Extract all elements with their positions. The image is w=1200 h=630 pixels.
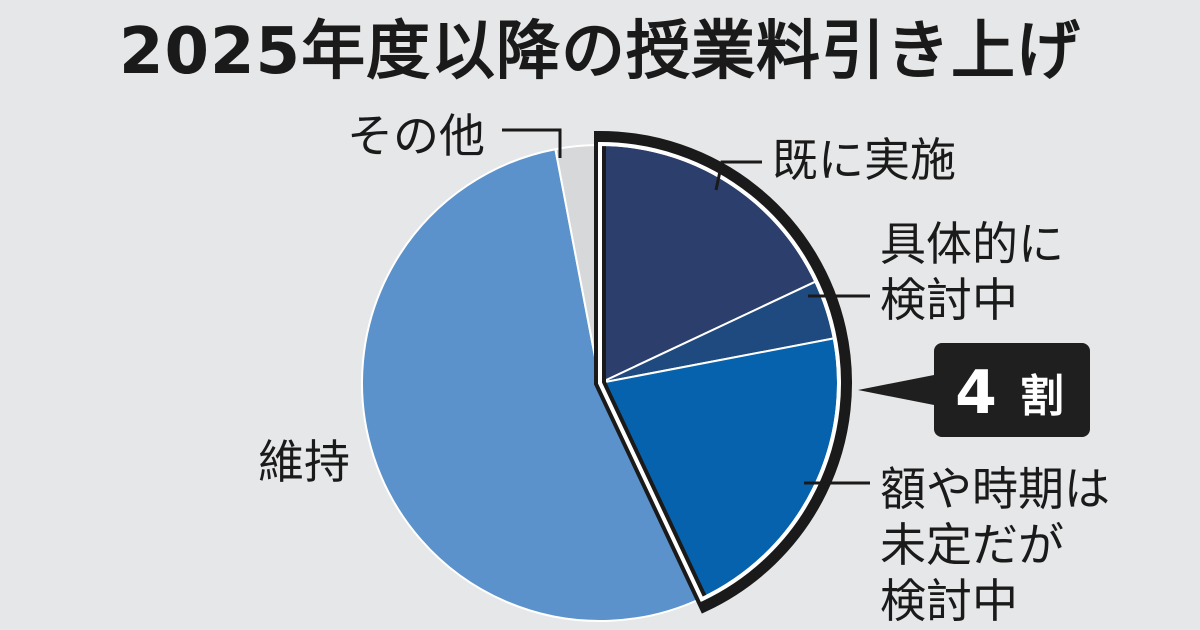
leader-lines — [502, 128, 870, 485]
pie-slices — [361, 143, 839, 622]
callout-pointer — [858, 375, 934, 405]
pie-slice-4 — [361, 148, 703, 622]
callout-number: 4 — [955, 358, 997, 428]
callout-unit: 割 — [1020, 371, 1064, 422]
slice-label-2-line-2: 検討中 — [880, 273, 1018, 327]
highlight-outline — [594, 130, 852, 614]
slice-label-1-line-1: 既に実施 — [772, 133, 956, 187]
highlight-callout: 4 割 — [858, 343, 1090, 437]
slice-label-3-line-2: 未定だが — [880, 518, 1064, 572]
highlight-outline-inner — [598, 141, 841, 602]
chart-title: 2025年度以降の授業料引き上げ — [118, 15, 1082, 89]
slice-label-2-line-1: 具体的に — [880, 217, 1064, 271]
leader-line-5 — [502, 128, 562, 158]
slice-label-4-line-1: 維持 — [258, 435, 350, 489]
callout-box — [934, 343, 1090, 437]
slice-label-3-line-3: 検討中 — [880, 574, 1018, 628]
slice-label-5-line-1: その他 — [347, 109, 485, 163]
slice-label-3-line-1: 額や時期は — [880, 462, 1110, 516]
leader-line-1 — [714, 160, 762, 191]
